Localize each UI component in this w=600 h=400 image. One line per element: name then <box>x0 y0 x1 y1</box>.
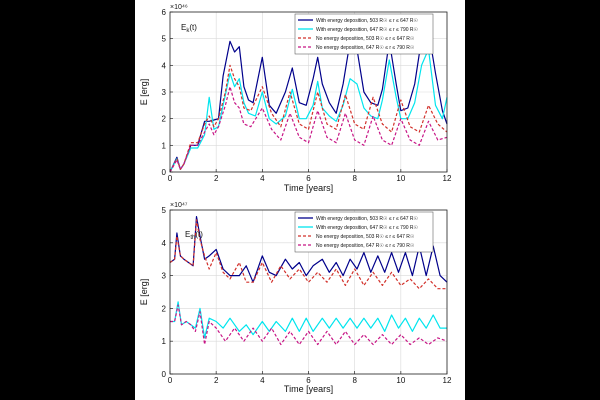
chart0-y-tick-label: 4 <box>162 61 167 70</box>
chart1-series-line-1 <box>170 301 447 339</box>
chart1-legend-entry-3: No energy deposition, 647 R☉ ≤ r ≤ 790 R… <box>316 243 415 249</box>
chart0-x-tick-label: 4 <box>260 174 265 183</box>
chart1-legend-box <box>294 211 434 253</box>
chart1-x-axis-label: Time [years] <box>284 384 333 394</box>
chart0-y-tick-label: 6 <box>162 8 167 17</box>
chart0-series-line-2 <box>169 64 448 173</box>
chart1-legend-entry-2: No energy deposition, 503 R☉ ≤ r ≤ 647 R… <box>316 234 415 240</box>
chart1-legend-entry-1: With energy deposition, 647 R☉ ≤ r ≤ 790… <box>316 225 419 231</box>
chart0-legend: With energy deposition, 503 R☉ ≤ r ≤ 647… <box>294 13 434 55</box>
chart0-y-tick-label: 1 <box>162 141 167 150</box>
chart1-y-tick-label: 3 <box>162 272 167 281</box>
chart0-y-tick-label: 5 <box>162 35 167 44</box>
chart1-x-tick-label: 12 <box>443 376 452 385</box>
chart1-x-tick-label: 8 <box>352 376 357 385</box>
chart1-x-tick-label: 0 <box>168 376 173 385</box>
chart0-legend-entry-0: With energy deposition, 503 R☉ ≤ r ≤ 647… <box>316 18 419 24</box>
chart0-x-tick-label: 0 <box>168 174 173 183</box>
chart1-y-axis-label: E [erg] <box>139 279 149 306</box>
figure: 0 2 4 6 8 10 12 0 1 2 3 4 5 6 ×10⁴⁶ Time [years] E [erg]… <box>135 0 465 400</box>
chart0-legend-entry-3: No energy deposition, 647 R☉ ≤ r ≤ 790 R… <box>316 45 415 51</box>
chart1-series-line-3 <box>170 304 448 346</box>
chart1-series-line-2 <box>169 219 447 290</box>
chart0-series-line-1 <box>169 48 448 173</box>
chart0-y-axis-label: E [erg] <box>139 79 149 106</box>
chart0-y-tick-label: 0 <box>162 168 167 177</box>
chart1-x-tick-label: 10 <box>396 376 405 385</box>
chart1-legend: With energy deposition, 503 R☉ ≤ r ≤ 647… <box>294 211 434 253</box>
chart0-legend-entry-1: With energy deposition, 647 R☉ ≤ r ≤ 790… <box>316 27 419 33</box>
chart1-y-tick-label: 1 <box>162 337 167 346</box>
chart0-x-tick-label: 8 <box>352 174 357 183</box>
chart0-series-line-3 <box>169 86 448 173</box>
chart0-y-tick-label: 2 <box>162 115 167 124</box>
chart1-x-tick-label: 2 <box>214 376 219 385</box>
chart0-legend-box <box>294 13 434 55</box>
chart0-x-axis-label: Time [years] <box>284 183 333 193</box>
chart1-legend-entry-0: With energy deposition, 503 R☉ ≤ r ≤ 647… <box>316 216 419 222</box>
chart0-legend-entry-2: No energy deposition, 503 R☉ ≤ r ≤ 647 R… <box>316 36 415 42</box>
chart0-axis-multiplier: ×10⁴⁶ <box>170 4 188 11</box>
chart1-y-tick-label: 5 <box>162 206 167 215</box>
chart0-x-tick-label: 12 <box>443 174 452 183</box>
chart1-y-tick-label: 4 <box>162 239 167 248</box>
chart1-y-tick-label: 0 <box>162 370 167 379</box>
chart1-x-tick-label: 4 <box>260 376 265 385</box>
chart0-x-tick-label: 10 <box>396 174 405 183</box>
chart0-x-tick-label: 2 <box>214 174 219 183</box>
chart1-y-tick-label: 2 <box>162 304 167 313</box>
chart0-y-tick-label: 3 <box>162 88 167 97</box>
chart1-axis-multiplier: ×10⁴⁷ <box>170 202 188 209</box>
chart1-x-tick-label: 6 <box>306 376 311 385</box>
chart0-x-tick-label: 6 <box>306 174 311 183</box>
chart1-panel-title: Eth(t) <box>185 230 203 241</box>
chart0-panel-title: Ek(t) <box>181 23 197 34</box>
